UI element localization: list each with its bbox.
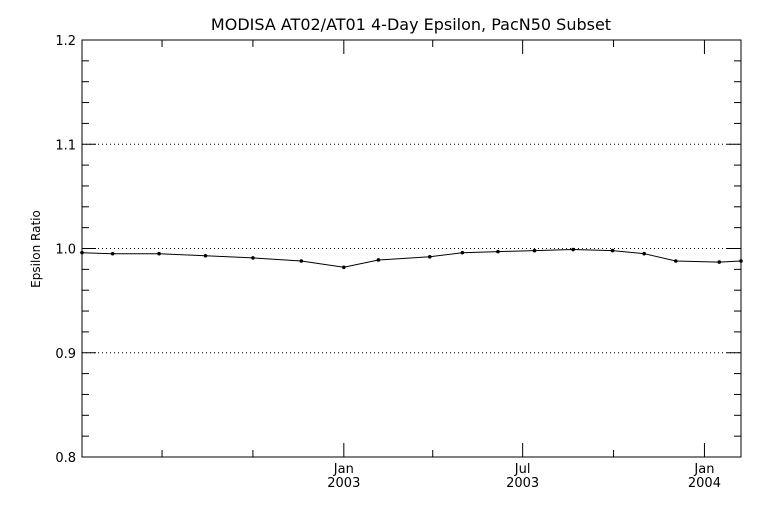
series-epsilon-ratio <box>80 247 743 270</box>
data-point <box>460 250 465 255</box>
x-tick-label-month: Jan <box>693 462 714 477</box>
y-tick-label: 0.9 <box>55 347 76 362</box>
x-tick-label-year: 2003 <box>506 476 539 491</box>
data-point <box>376 258 381 262</box>
data-point <box>110 251 115 256</box>
data-point <box>673 259 678 263</box>
data-point <box>427 255 432 259</box>
chart-title: MODISA AT02/AT01 4-Day Epsilon, PacN50 S… <box>211 15 611 34</box>
data-point <box>610 248 615 253</box>
data-point <box>203 253 208 258</box>
data-point <box>157 251 161 256</box>
data-point <box>717 260 722 264</box>
y-tick-label: 1.0 <box>55 243 76 258</box>
x-tick-label-year: 2003 <box>327 476 360 491</box>
y-axis-label: Epsilon Ratio <box>29 210 43 288</box>
data-point <box>496 249 500 254</box>
series-line <box>81 248 742 268</box>
data-point <box>532 248 537 253</box>
data-point <box>642 251 646 256</box>
data-point <box>571 247 575 252</box>
x-tick-label-month: Jan <box>333 462 354 477</box>
y-tick-label: 1.1 <box>55 138 76 153</box>
x-tick-label-month: Jul <box>514 462 531 477</box>
x-tick-label-year: 2004 <box>688 476 721 491</box>
data-point <box>299 259 304 263</box>
data-point <box>342 265 346 270</box>
data-point <box>80 250 84 255</box>
y-tick-label: 1.2 <box>55 34 76 49</box>
grid-lines <box>82 143 741 354</box>
y-tick-label: 0.8 <box>55 451 76 466</box>
data-point <box>739 259 743 263</box>
data-point <box>251 256 255 260</box>
